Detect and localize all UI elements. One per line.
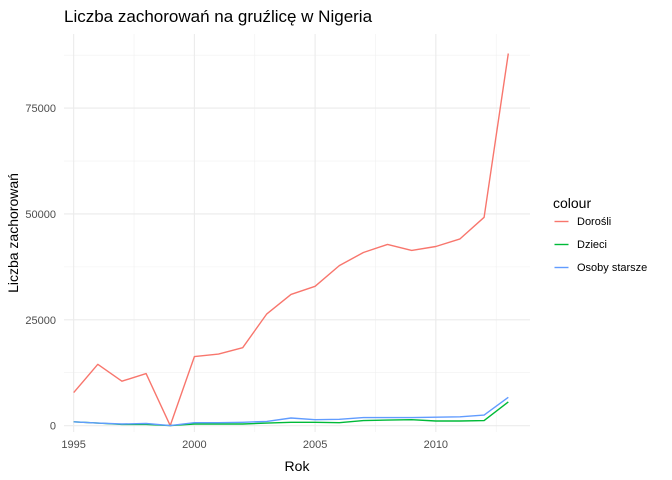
x-tick-label: 1995 [61,439,85,451]
legend-label: Dorośli [577,216,611,228]
series-lines [73,53,509,427]
x-tick-label: 2000 [182,439,206,451]
chart-title: Liczba zachorowań na gruźlicę w Nigeria [64,7,373,26]
legend: colour Dorośli Dzieci Osoby starsze [553,195,647,276]
legend-title: colour [553,195,591,211]
y-tick-label: 0 [50,421,56,433]
y-tick-label: 25000 [25,315,56,327]
x-axis-title: Rok [285,458,311,474]
grid-minor [64,34,530,432]
legend-label: Dzieci [577,239,607,251]
y-axis-title: Liczba zachorowań [5,173,21,293]
series-line-dorośli [73,53,509,427]
x-tick-label: 2010 [424,439,448,451]
y-tick-label: 75000 [25,103,56,115]
y-axis-ticks: 0 25000 50000 75000 [25,103,56,433]
x-tick-label: 2005 [303,439,327,451]
grid-major [64,34,530,432]
series-line-dzieci [73,401,509,427]
x-axis-ticks: 1995 2000 2005 2010 [61,439,448,451]
legend-label: Osoby starsze [577,262,647,274]
y-tick-label: 50000 [25,209,56,221]
series-line-osoby-starsze [73,396,509,427]
